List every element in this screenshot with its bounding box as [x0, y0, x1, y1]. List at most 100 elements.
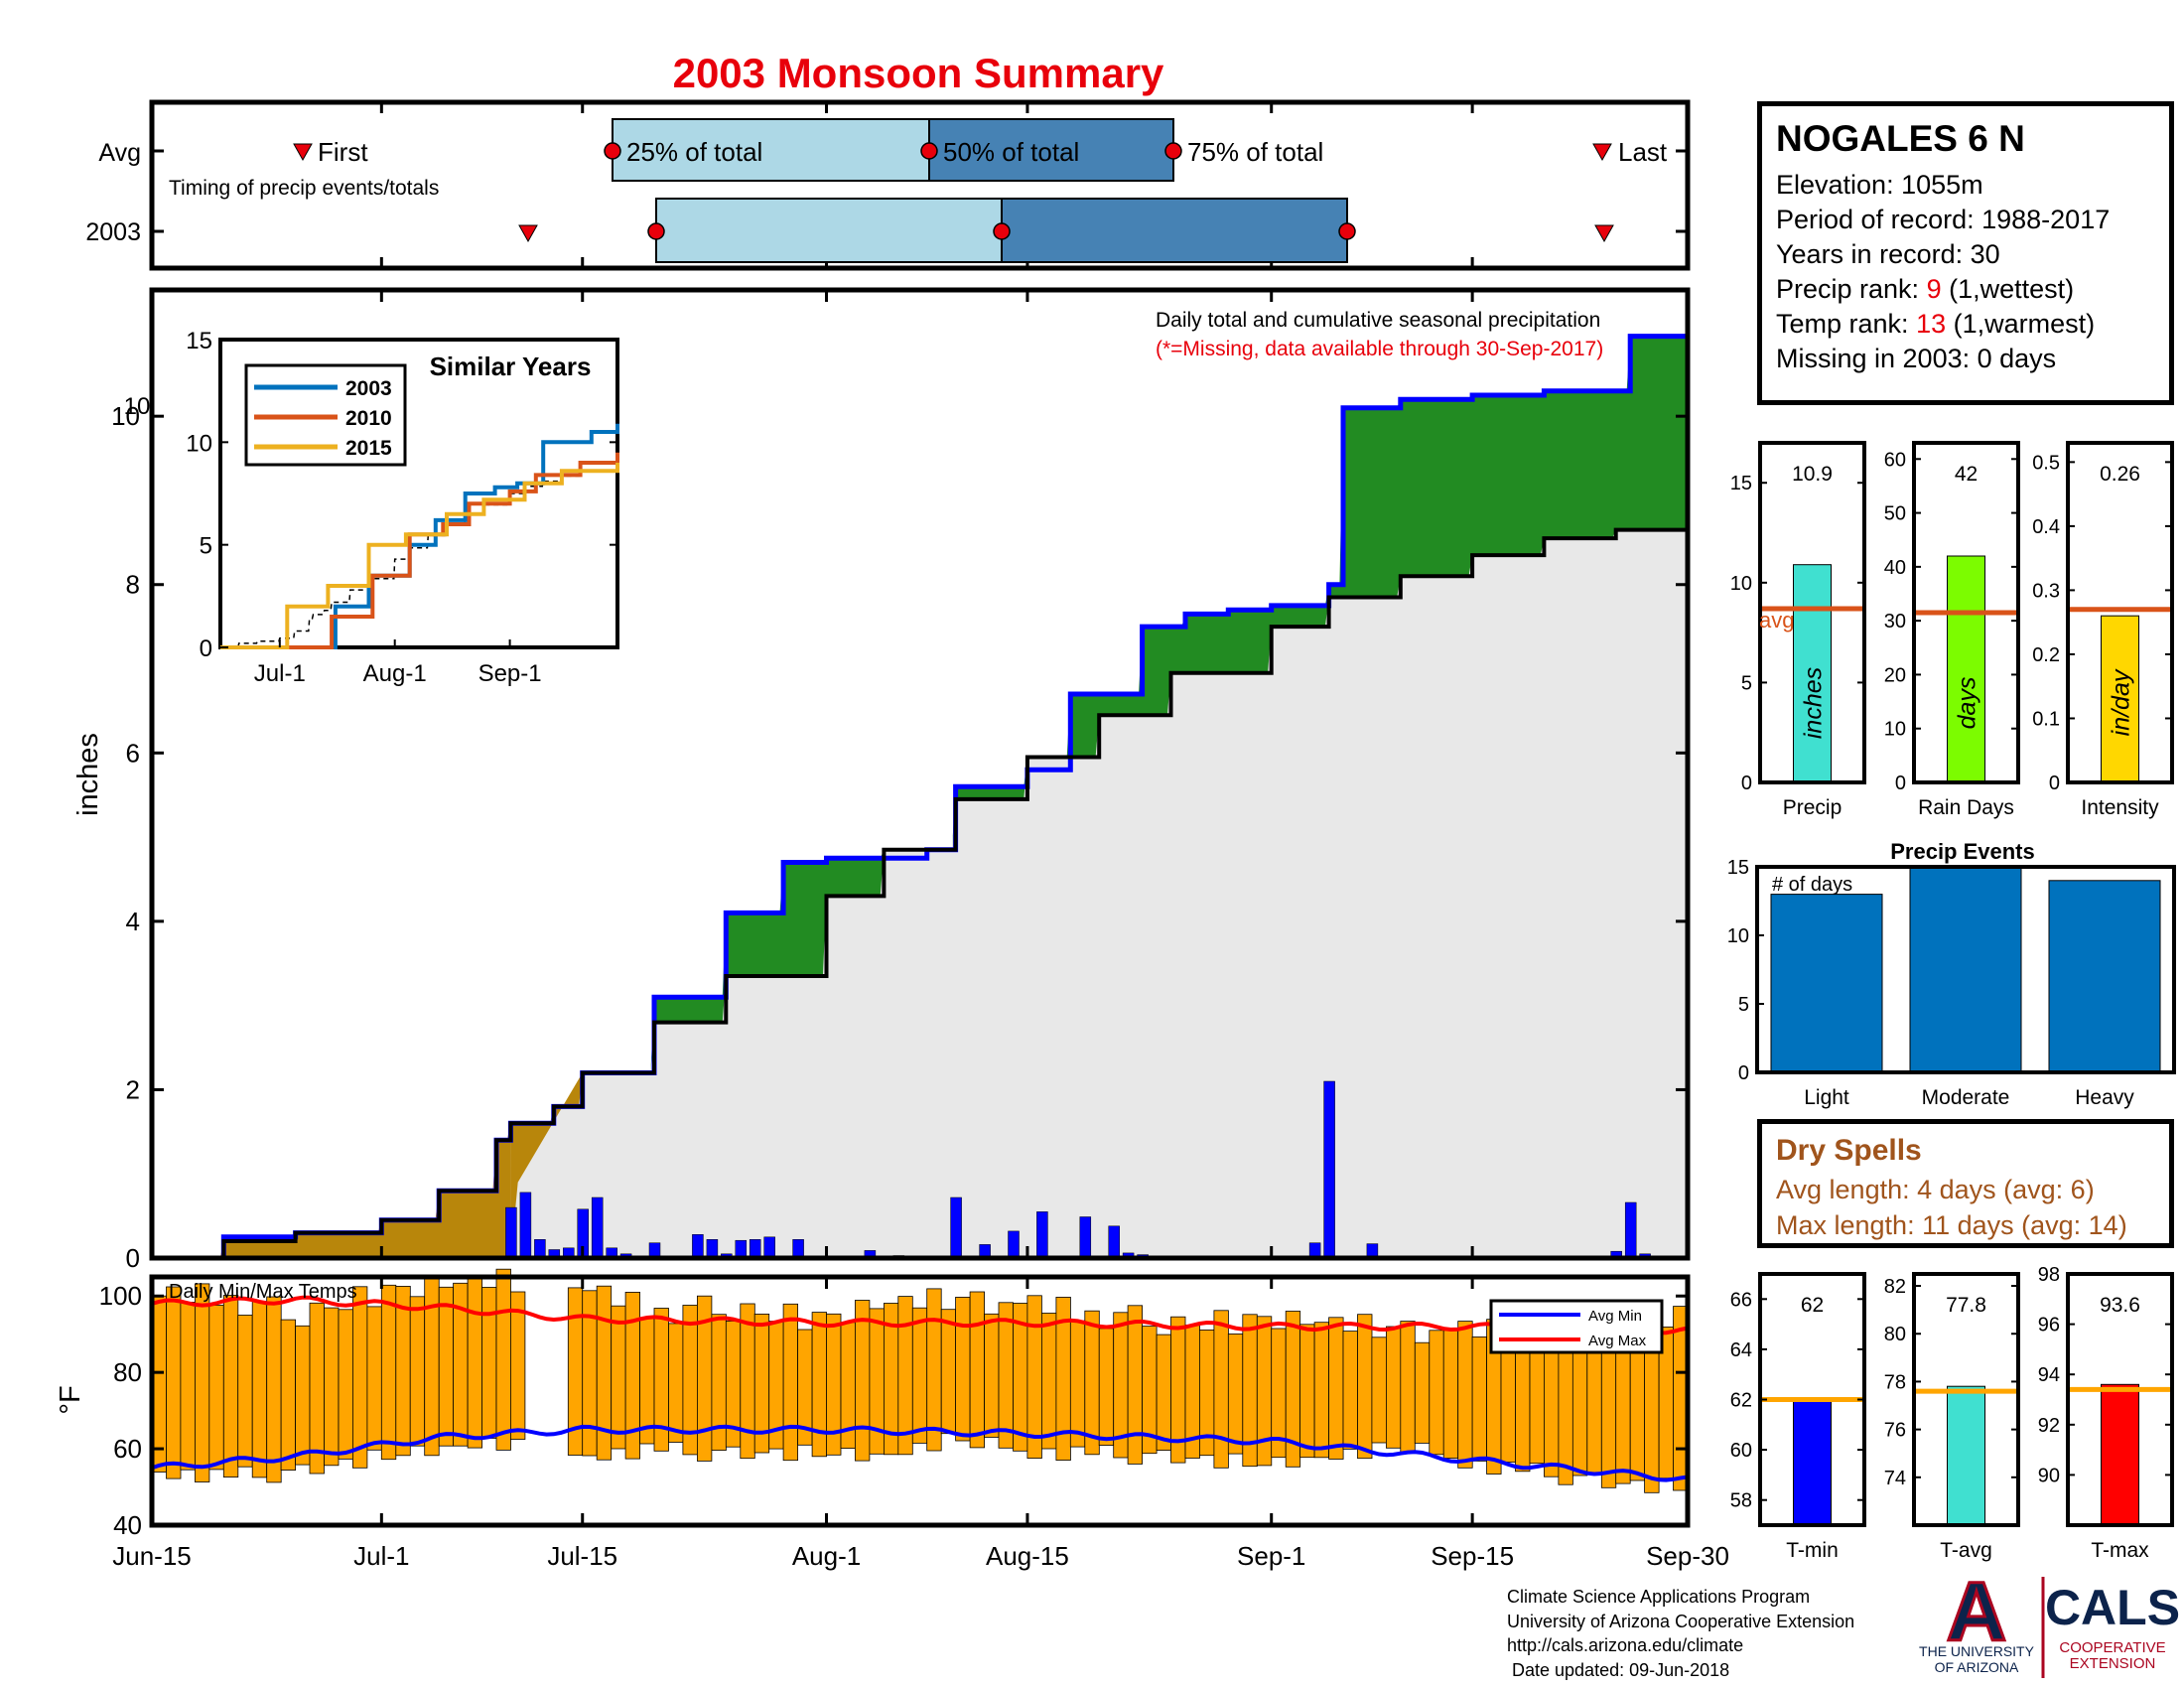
small-tick-label: 74: [1884, 1468, 1906, 1489]
daily-temp-range-bar: [1400, 1321, 1416, 1454]
daily-temp-range-bar: [1471, 1336, 1487, 1462]
small-tick-label: 20: [1884, 664, 1906, 686]
station-temp-rank: Temp rank: 13 (1,warmest): [1776, 307, 2155, 342]
inset-extra-tick-label: 10: [124, 393, 151, 420]
inset-legend-2003: 2003: [345, 377, 392, 400]
inset-plot-area: [220, 423, 619, 649]
cals-wordmark: CALS: [2045, 1580, 2180, 1635]
station-missing: Missing in 2003: 0 days: [1776, 344, 2057, 373]
small-tick-label: 98: [2038, 1264, 2060, 1286]
similar-years-inset: 0 5 10 15 Jul-1 Aug-1 Sep-1 10 Similar Years 20…: [124, 328, 619, 687]
small-tick-label: 0.3: [2032, 580, 2060, 602]
daily-precip-bar: [706, 1239, 719, 1259]
daily-temp-range-bar: [1156, 1334, 1171, 1451]
ua-line2: OF ARIZONA: [1935, 1659, 2019, 1675]
precip-summary: 0 5 10 15 10.9 Precip inches: [1730, 441, 1866, 819]
footer-line3: http://cals.arizona.edu/climate: [1507, 1635, 1744, 1655]
daily-temp-range-bar: [351, 1286, 368, 1469]
avg-first-label: First: [318, 137, 368, 167]
avg-p75-label: 75% of total: [1187, 137, 1323, 167]
inset-y-tick-label: 0: [200, 635, 212, 662]
temp-y-tick-label: 100: [99, 1281, 142, 1311]
footer-line2: University of Arizona Cooperative Extens…: [1507, 1611, 1855, 1631]
y2003-p50-marker: [993, 222, 1011, 240]
y2003-p75-marker: [1338, 222, 1356, 240]
daily-precip-bar: [1323, 1080, 1335, 1259]
events-y-tick-label: 15: [1727, 857, 1749, 879]
inset-x-tick-label: Aug-1: [363, 660, 427, 687]
timing-caption: Timing of precip events/totals: [169, 177, 439, 200]
temp-plot-area: [151, 1268, 1689, 1493]
daily-temp-range-bar: [1442, 1330, 1459, 1460]
cals-line1: COOPERATIVE: [2059, 1639, 2165, 1656]
x-tick-label: Jul-15: [547, 1541, 617, 1571]
small-tick-label: 94: [2038, 1364, 2060, 1386]
cumulative-average-line: [152, 525, 1690, 1260]
daily-temp-range-bar: [1500, 1340, 1516, 1463]
small-tick-label: 0.2: [2032, 644, 2060, 666]
rain-days-summary-unit-label: days: [1954, 677, 1981, 730]
cumulative-ylabel: inches: [72, 733, 104, 816]
daily-temp-range-bar: [1069, 1320, 1086, 1448]
tavg-summary: 74 76 78 80 82 77.8 T-avg: [1884, 1272, 2020, 1562]
daily-temp-range-bar: [438, 1286, 455, 1447]
avg-25-50-box: [612, 118, 930, 182]
daily-temp-range-bar: [409, 1296, 426, 1447]
inset-legend-2015: 2015: [345, 437, 392, 460]
inset-legend-2010: 2010: [345, 407, 392, 430]
rain-days-summary-value-label: 42: [1955, 463, 1978, 486]
precip-events-chart: Precip Events Light Moderate Heavy 0 5 10 15 #…: [1727, 839, 2176, 1109]
small-tick-label: 60: [1730, 1440, 1752, 1462]
avg-max-line: [151, 1295, 1689, 1336]
daily-precip-bar: [950, 1196, 962, 1259]
precip-summary-unit-label: inches: [1800, 667, 1828, 739]
footer-credit: Climate Science Applications Program Uni…: [1507, 1585, 1854, 1682]
daily-precip-bar: [519, 1192, 532, 1259]
small-tick-label: 64: [1730, 1339, 1752, 1361]
temp-legend: Avg Min Avg Max: [1489, 1299, 1664, 1354]
daily-temp-range-bar: [280, 1319, 297, 1471]
small-tick-label: 10: [1730, 573, 1752, 595]
daily-temp-range-bar: [338, 1309, 353, 1460]
events-title: Precip Events: [1890, 839, 2035, 864]
y2003-50-75-box: [1001, 198, 1348, 263]
figure-title: 2003 Monsoon Summary: [673, 50, 1164, 96]
daily-temp-range-bar: [481, 1287, 497, 1439]
daily-temp-range-bar: [1386, 1326, 1402, 1449]
inset-x-tick-label: Jul-1: [254, 660, 306, 687]
tmax-summary-category-label: T-max: [2091, 1539, 2149, 1562]
missing-data-note: (*=Missing, data available through 30-Se…: [1156, 338, 1603, 360]
daily-temp-range-bar: [1026, 1295, 1042, 1460]
daily-temp-range-bar: [1529, 1345, 1545, 1465]
legend-avg-min: Avg Min: [1588, 1308, 1642, 1325]
daily-temp-range-bar: [467, 1275, 483, 1449]
daily-temp-range-bar: [740, 1303, 755, 1460]
seasonal-summary-panels: 0 5 10 15 10.9 Precip inches 0 10 20 30 40 50 60 42 Rai…: [1730, 441, 2174, 819]
avg-p75-marker: [1164, 142, 1182, 160]
timing-row-label-2003: 2003: [85, 218, 141, 246]
daily-precip-bar: [692, 1234, 704, 1259]
small-tick-label: 5: [1741, 672, 1752, 694]
avg-p25-label: 25% of total: [626, 137, 762, 167]
daily-temp-range-bar: [1342, 1331, 1358, 1450]
y2003-p25-marker: [647, 222, 665, 240]
daily-precip-bar: [1079, 1216, 1092, 1259]
avg-min-line: [151, 1424, 1689, 1482]
small-tick-label: 60: [1884, 449, 1906, 471]
station-period: Period of record: 1988-2017: [1776, 205, 2111, 234]
rain-days-summary-category-label: Rain Days: [1918, 796, 2014, 819]
temp-rank-prefix: Temp rank:: [1776, 309, 1917, 339]
inset-y-tick-label: 5: [200, 533, 212, 560]
daily-temp-range-bar: [1457, 1321, 1473, 1469]
tavg-summary-value-label: 77.8: [1946, 1294, 1986, 1317]
daily-temp-range-bar: [324, 1307, 340, 1467]
temp-y-tick-label: 80: [113, 1357, 142, 1387]
tmax-summary-value-label: 93.6: [2100, 1294, 2140, 1317]
ua-line1: THE UNIVERSITY: [1919, 1643, 2035, 1659]
inset-y-tick-label: 10: [186, 430, 212, 457]
inset-legend: 2003 2010 2015: [244, 363, 407, 467]
ua-block-a-letter: A: [1947, 1565, 2007, 1658]
inset-y-tick-label: 15: [186, 328, 212, 354]
daily-temp-range-bar: [855, 1300, 871, 1462]
